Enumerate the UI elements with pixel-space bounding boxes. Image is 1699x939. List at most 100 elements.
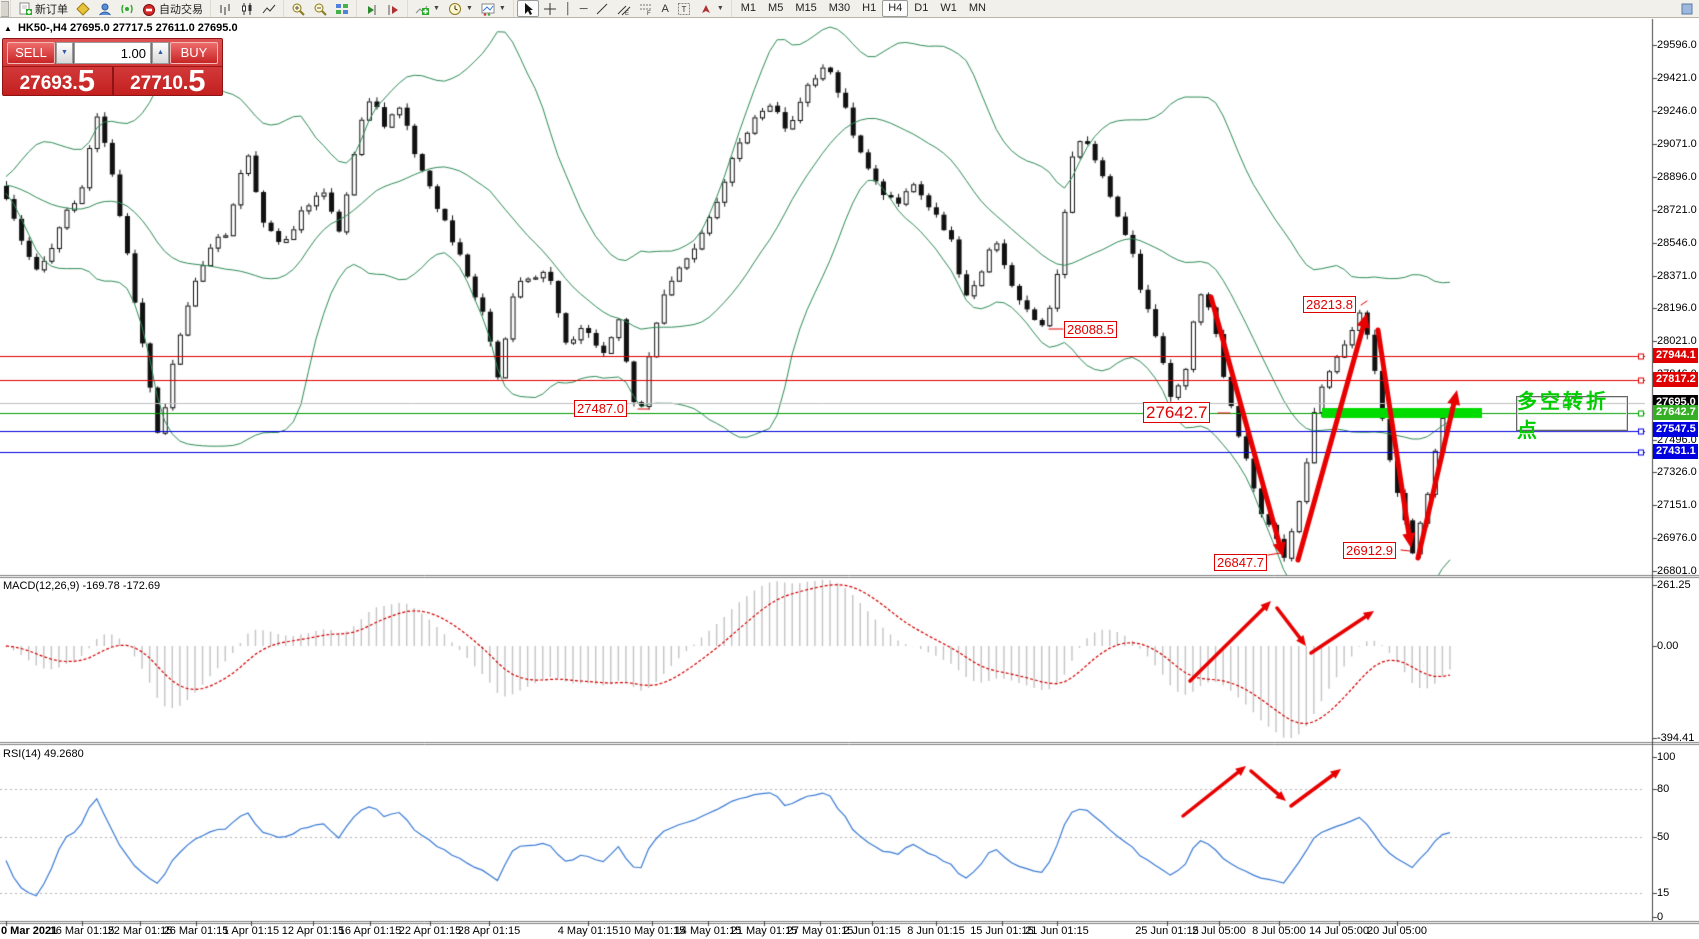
tile-windows-button[interactable]	[331, 0, 353, 17]
new-order-icon	[18, 2, 32, 16]
rsi-axis-tick: 0	[1657, 911, 1664, 923]
arrows-button[interactable]: ▼	[695, 0, 728, 17]
timeframe-m5[interactable]: M5	[768, 2, 784, 14]
annotation-label[interactable]: 26912.9	[1343, 542, 1396, 559]
note-box[interactable]: 多空转折点	[1516, 391, 1628, 442]
sell-price-dec: 5	[77, 63, 95, 98]
timeframe-h1[interactable]: H1	[862, 2, 877, 14]
horizontal-line-button[interactable]: ─	[576, 0, 592, 17]
crosshair-button[interactable]	[539, 0, 561, 17]
trendline-button[interactable]	[591, 0, 613, 17]
toolbar: 新订单 自动交易 ▼ ▼ ▼	[0, 0, 1699, 18]
timeframe-h4[interactable]: H4	[882, 0, 909, 17]
timeframe-m15[interactable]: M15	[795, 2, 817, 14]
time-axis-label: 20 Jul 05:00	[1367, 925, 1427, 937]
new-order-button[interactable]: 新订单	[14, 0, 72, 17]
buy-price-dec: 5	[188, 63, 206, 98]
price-axis-tick: 28721.0	[1657, 204, 1697, 216]
chart-shift-icon	[386, 2, 400, 16]
annotation-label[interactable]: 28088.5	[1064, 321, 1117, 338]
time-axis-label: 15 Jun 01:15	[970, 925, 1034, 937]
market-watch-icon	[98, 2, 112, 16]
sell-button[interactable]: SELL	[7, 42, 55, 64]
fibonacci-icon: F	[639, 2, 653, 16]
vertical-line-button[interactable]: │	[561, 0, 576, 17]
new-order-label: 新订单	[35, 3, 68, 16]
buy-price-dot: .	[182, 73, 189, 94]
profile-icon	[76, 1, 90, 16]
trendline-icon	[595, 2, 609, 16]
window-corner-button[interactable]	[1676, 0, 1698, 17]
time-axis-label: 1 Apr 01:15	[222, 925, 280, 937]
candlestick-chart-button[interactable]	[236, 0, 258, 17]
buy-price[interactable]: 27710. 5	[111, 63, 223, 98]
clipped-toolbar-icon[interactable]	[1, 0, 9, 17]
zoom-out-icon	[313, 2, 327, 16]
chevron-down-icon: ▼	[716, 5, 724, 12]
zoom-out-button[interactable]	[309, 0, 331, 17]
timeframe-w1[interactable]: W1	[940, 2, 957, 14]
buy-button[interactable]: BUY	[170, 42, 218, 64]
sell-price[interactable]: 27693. 5	[3, 63, 112, 98]
toolbar-group-zoom	[283, 0, 356, 17]
symbol-ohlc: 27695.0 27717.5 27611.0 27695.0	[69, 22, 238, 34]
annotation-label[interactable]: 28213.8	[1303, 296, 1356, 313]
timeframe-d1[interactable]: D1	[914, 2, 929, 14]
auto-trading-button[interactable]: 自动交易	[138, 0, 207, 17]
bar-chart-icon	[218, 2, 232, 16]
zoom-in-button[interactable]	[287, 0, 309, 17]
cursor-icon	[521, 2, 535, 16]
bar-chart-button[interactable]	[214, 0, 236, 17]
volume-up-button[interactable]: ▲	[152, 42, 169, 64]
one-click-trade-panel: SELL ▼ ▲ BUY 27693.5 27710.5	[2, 38, 223, 96]
volume-down-button[interactable]: ▼	[56, 42, 73, 64]
auto-scroll-icon	[364, 2, 378, 16]
fibonacci-button[interactable]: F	[635, 0, 657, 17]
price-axis-tick: 28196.0	[1657, 302, 1697, 314]
profile-button[interactable]	[72, 0, 94, 17]
periods-button[interactable]: ▼	[444, 0, 477, 17]
window-corner-icon	[1680, 2, 1694, 16]
chart-shift-button[interactable]	[382, 0, 404, 17]
timeframe-m1[interactable]: M1	[740, 2, 757, 14]
timeframe-mn[interactable]: MN	[968, 2, 986, 14]
cursor-button[interactable]	[516, 0, 539, 17]
signals-button[interactable]	[116, 0, 138, 17]
buy-price-int: 27710	[130, 73, 183, 94]
market-watch-button[interactable]	[94, 0, 116, 17]
channel-button[interactable]: E	[613, 0, 635, 17]
price-axis-tick: 29071.0	[1657, 138, 1697, 150]
time-axis-label: 25 Jun 01:15	[1135, 925, 1199, 937]
volume-input[interactable]	[74, 42, 151, 64]
note-text: 多空转折点	[1517, 390, 1609, 442]
annotation-label[interactable]: 26847.7	[1214, 554, 1267, 571]
auto-scroll-button[interactable]	[360, 0, 382, 17]
arrows-icon	[699, 2, 713, 16]
text-button[interactable]: A	[657, 0, 672, 17]
sell-price-int: 27693	[19, 73, 73, 94]
templates-button[interactable]: ▼	[477, 0, 510, 17]
time-axis-label: 26 Mar 01:15	[163, 925, 229, 937]
price-tag: 27547.5	[1653, 422, 1698, 437]
macd-axis-tick: 261.25	[1657, 579, 1691, 591]
horizontal-line-icon: ─	[579, 2, 588, 15]
text-label-button[interactable]: T	[673, 0, 695, 17]
toolbar-group-orders: 新订单 自动交易	[10, 0, 210, 17]
macd-axis-tick: -394.41	[1657, 732, 1695, 744]
line-chart-button[interactable]	[258, 0, 280, 17]
annotation-label[interactable]: 27487.0	[574, 400, 627, 417]
periods-icon	[448, 2, 462, 16]
rsi-axis-tick: 80	[1657, 783, 1670, 795]
annotation-label[interactable]: 27642.7	[1143, 402, 1211, 423]
timeframe-m30[interactable]: M30	[828, 2, 851, 14]
toolbar-group-timeframes: M1 M5 M15 M30 H1 H4 D1 W1 MN	[730, 0, 995, 17]
crosshair-icon	[543, 2, 557, 16]
svg-text:E: E	[625, 11, 629, 16]
time-axis-label: 2 Jul 05:00	[1192, 925, 1246, 937]
indicators-button[interactable]: ▼	[411, 0, 444, 17]
macd-pane-label: MACD(12,26,9) -169.78 -172.69	[3, 580, 161, 592]
price-axis-tick: 28021.0	[1657, 335, 1697, 347]
signals-icon	[120, 2, 134, 16]
